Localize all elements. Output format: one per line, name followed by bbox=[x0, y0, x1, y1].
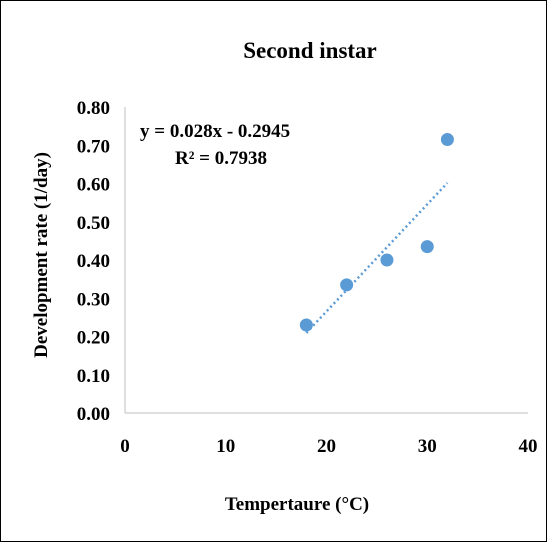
trendline bbox=[305, 182, 449, 334]
axes bbox=[124, 107, 528, 414]
y-tick-label: 0.30 bbox=[77, 289, 110, 310]
y-tick-label: 0.20 bbox=[77, 328, 110, 349]
x-tick-label: 30 bbox=[418, 436, 437, 457]
data-point bbox=[340, 278, 354, 292]
trendline-line bbox=[305, 182, 449, 334]
data-points bbox=[299, 133, 454, 332]
x-tick-label: 10 bbox=[216, 436, 235, 457]
x-tick-label: 40 bbox=[519, 436, 538, 457]
y-tick-label: 0.50 bbox=[77, 213, 110, 234]
y-tick-label: 0.60 bbox=[77, 175, 110, 196]
chart-title: Second instar bbox=[243, 38, 377, 63]
data-point bbox=[380, 253, 394, 267]
data-point bbox=[420, 240, 434, 254]
y-axis-label: Development rate (1/day) bbox=[31, 152, 52, 358]
data-point bbox=[440, 133, 454, 147]
x-axis-label: Tempertaure (°C) bbox=[225, 494, 369, 515]
y-tick-label: 0.80 bbox=[77, 98, 110, 119]
y-tick-label: 0.70 bbox=[77, 136, 110, 157]
data-point bbox=[299, 318, 313, 332]
trendline-equation: y = 0.028x - 0.2945 bbox=[140, 121, 290, 142]
x-tick-label: 0 bbox=[120, 436, 130, 457]
x-tick-labels: 0 10 20 30 40 bbox=[120, 436, 537, 457]
y-tick-labels: 0.00 0.10 0.20 0.30 0.40 0.50 0.60 0.70 0.80 bbox=[77, 98, 110, 425]
x-tick-label: 20 bbox=[317, 436, 336, 457]
y-tick-label: 0.40 bbox=[77, 251, 110, 272]
y-tick-label: 0.00 bbox=[77, 404, 110, 425]
trendline-r-squared: R² = 0.7938 bbox=[175, 148, 267, 169]
y-tick-label: 0.10 bbox=[77, 366, 110, 387]
